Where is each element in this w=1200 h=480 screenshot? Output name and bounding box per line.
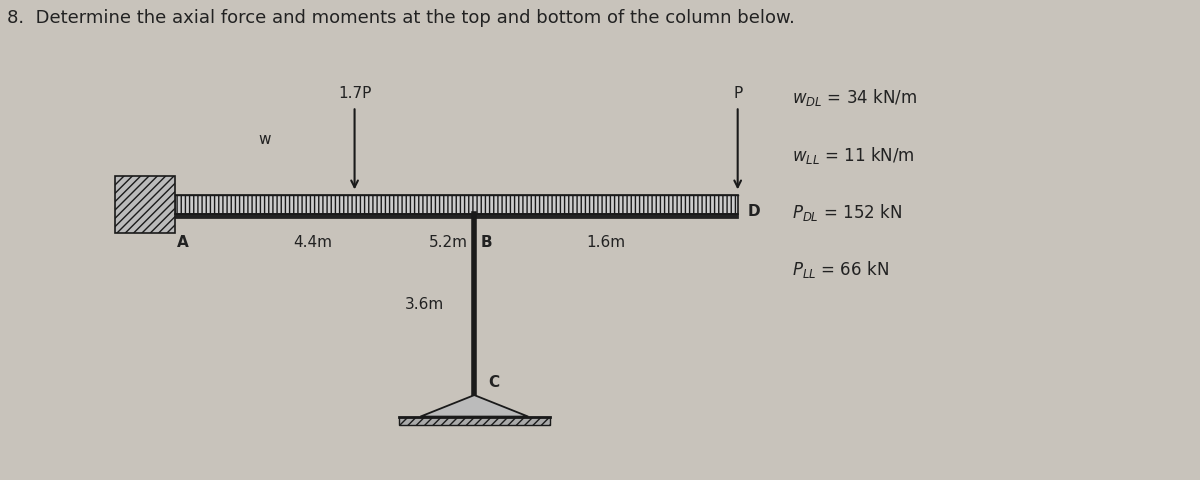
Text: $P_{LL}$ = 66 kN: $P_{LL}$ = 66 kN [792,259,888,280]
Polygon shape [420,395,528,417]
Text: D: D [748,204,760,219]
Text: 1.7P: 1.7P [338,85,371,101]
Text: 4.4m: 4.4m [293,235,332,250]
Text: C: C [488,375,499,390]
Polygon shape [115,176,175,233]
Text: A: A [178,235,190,250]
Text: 8.  Determine the axial force and moments at the top and bottom of the column be: 8. Determine the axial force and moments… [7,9,796,26]
Text: P: P [733,85,743,101]
Text: B: B [480,235,492,250]
Polygon shape [398,417,550,425]
Polygon shape [175,195,738,214]
Text: $P_{DL}$ = 152 kN: $P_{DL}$ = 152 kN [792,202,901,223]
Text: $w_{LL}$ = 11 kN/m: $w_{LL}$ = 11 kN/m [792,144,914,166]
Text: 3.6m: 3.6m [406,297,444,312]
Text: 1.6m: 1.6m [587,235,625,250]
Polygon shape [175,214,738,217]
Text: $w_{DL}$ = 34 kN/m: $w_{DL}$ = 34 kN/m [792,87,917,108]
Text: 5.2m: 5.2m [430,235,468,250]
Text: w: w [258,132,271,147]
